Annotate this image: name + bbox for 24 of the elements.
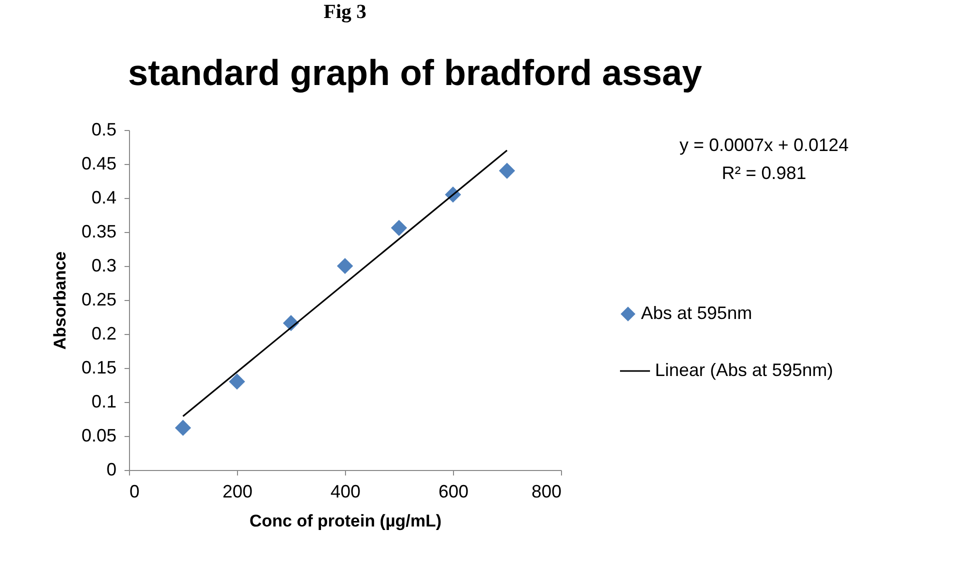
text: R² = 0.981 (722, 163, 806, 183)
text: y = 0.0007x + 0.0124 (679, 135, 849, 155)
x-tick-label: 200 (222, 482, 253, 502)
y-tick-label: 0.2 (91, 324, 116, 344)
caption: Fig 3 (324, 1, 366, 23)
y-tick-label: 0.45 (81, 154, 116, 174)
y-tick-label: 0.05 (81, 426, 116, 446)
x-tick-label: 800 (531, 482, 562, 502)
legend-label: Abs at 595nm (641, 303, 752, 323)
x-axis-title: Conc of protein (µg/mL) (249, 512, 442, 530)
y-tick-label: 0.5 (91, 120, 116, 140)
chart-title: standard graph of bradford assay (128, 52, 702, 93)
x-tick-label: 0 (130, 482, 140, 502)
x-tick-label: 400 (330, 482, 361, 502)
y-tick-label: 0.1 (91, 392, 116, 412)
y-axis-title: Absorbance (50, 251, 70, 350)
x-tick-label: 600 (438, 482, 469, 502)
y-tick-label: 0.4 (91, 188, 116, 208)
y-tick-label: 0.35 (81, 222, 116, 242)
y-tick-label: 0.15 (81, 358, 116, 378)
y-tick-label: 0.25 (81, 290, 116, 310)
y-tick-label: 0.3 (91, 256, 116, 276)
legend-label: Linear (Abs at 595nm) (655, 360, 834, 380)
y-tick-label: 0 (106, 460, 116, 480)
